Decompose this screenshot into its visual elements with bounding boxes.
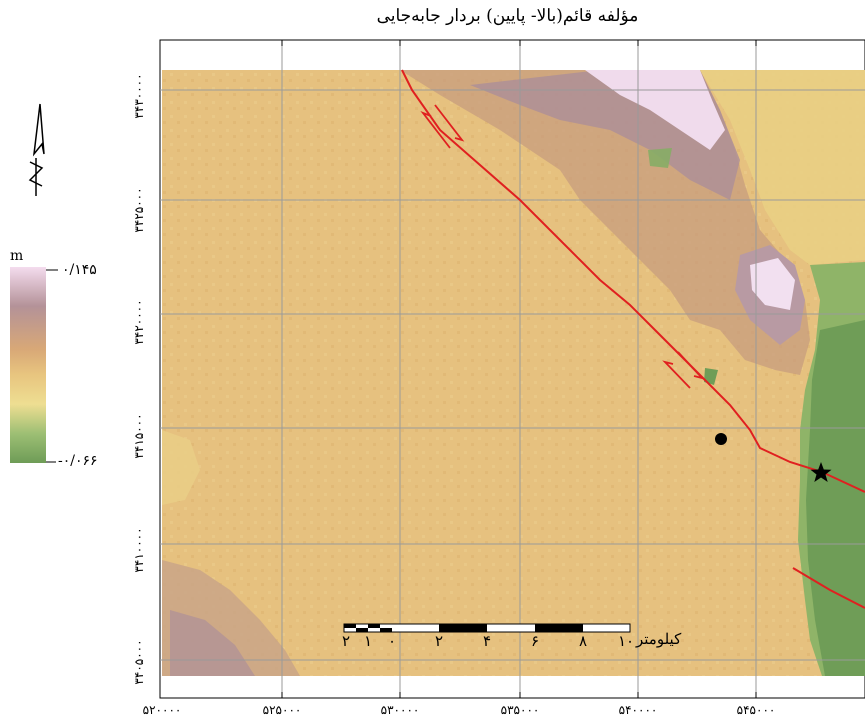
x-tick-label: ۵۲۰۰۰۰: [143, 703, 182, 717]
y-tick-label: ۳۴۰۵۰۰۰: [132, 639, 146, 684]
x-tick-label: ۵۳۰۰۰۰: [381, 703, 420, 717]
scale-bar: [344, 624, 630, 632]
scale-unit-label: کیلومتر: [636, 630, 681, 648]
displacement-raster: [162, 70, 865, 676]
legend-color-bar: [10, 267, 46, 463]
scale-label: ۱۰: [618, 632, 634, 650]
map-title: مؤلفه قائم(بالا- پایین) بردار جابه‌جایی: [150, 6, 865, 26]
y-tick-label: ۳۴۳۰۰۰۰: [132, 73, 146, 118]
x-tick-label: ۵۲۵۰۰۰: [263, 703, 302, 717]
scale-label: ۰: [388, 632, 396, 650]
scale-label: ۴: [483, 632, 491, 650]
scale-label: ۲: [342, 632, 350, 650]
x-tick-label: ۵۴۵۰۰۰: [737, 703, 776, 717]
y-tick-label: ۳۴۲۵۰۰۰: [132, 187, 146, 232]
x-tick-label: ۵۳۵۰۰۰: [501, 703, 540, 717]
north-arrow-icon: [30, 104, 44, 196]
x-tick-label: ۵۴۰۰۰۰: [619, 703, 658, 717]
scale-label: ۱: [364, 632, 372, 650]
scale-label: ۶: [531, 632, 539, 650]
scale-label: ۲: [435, 632, 443, 650]
station-circle-icon: [715, 433, 727, 445]
scale-label: ۸: [579, 632, 587, 650]
y-tick-label: ۳۴۱۰۰۰۰: [132, 527, 146, 572]
legend-min-label: -۰/۰۶۶: [58, 453, 98, 469]
legend-max-label: ۰/۱۴۵: [62, 262, 97, 278]
y-tick-label: ۳۴۲۰۰۰۰: [132, 299, 146, 344]
legend-unit: m: [10, 248, 23, 264]
y-tick-label: ۳۴۱۵۰۰۰: [132, 413, 146, 458]
